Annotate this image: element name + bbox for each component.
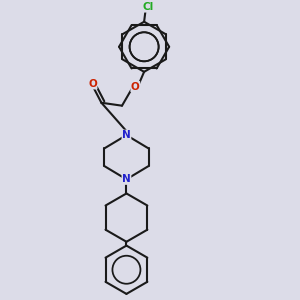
Text: Cl: Cl (142, 2, 154, 12)
Text: O: O (88, 79, 97, 89)
Text: N: N (122, 174, 131, 184)
Text: O: O (131, 82, 140, 92)
Text: N: N (122, 130, 131, 140)
